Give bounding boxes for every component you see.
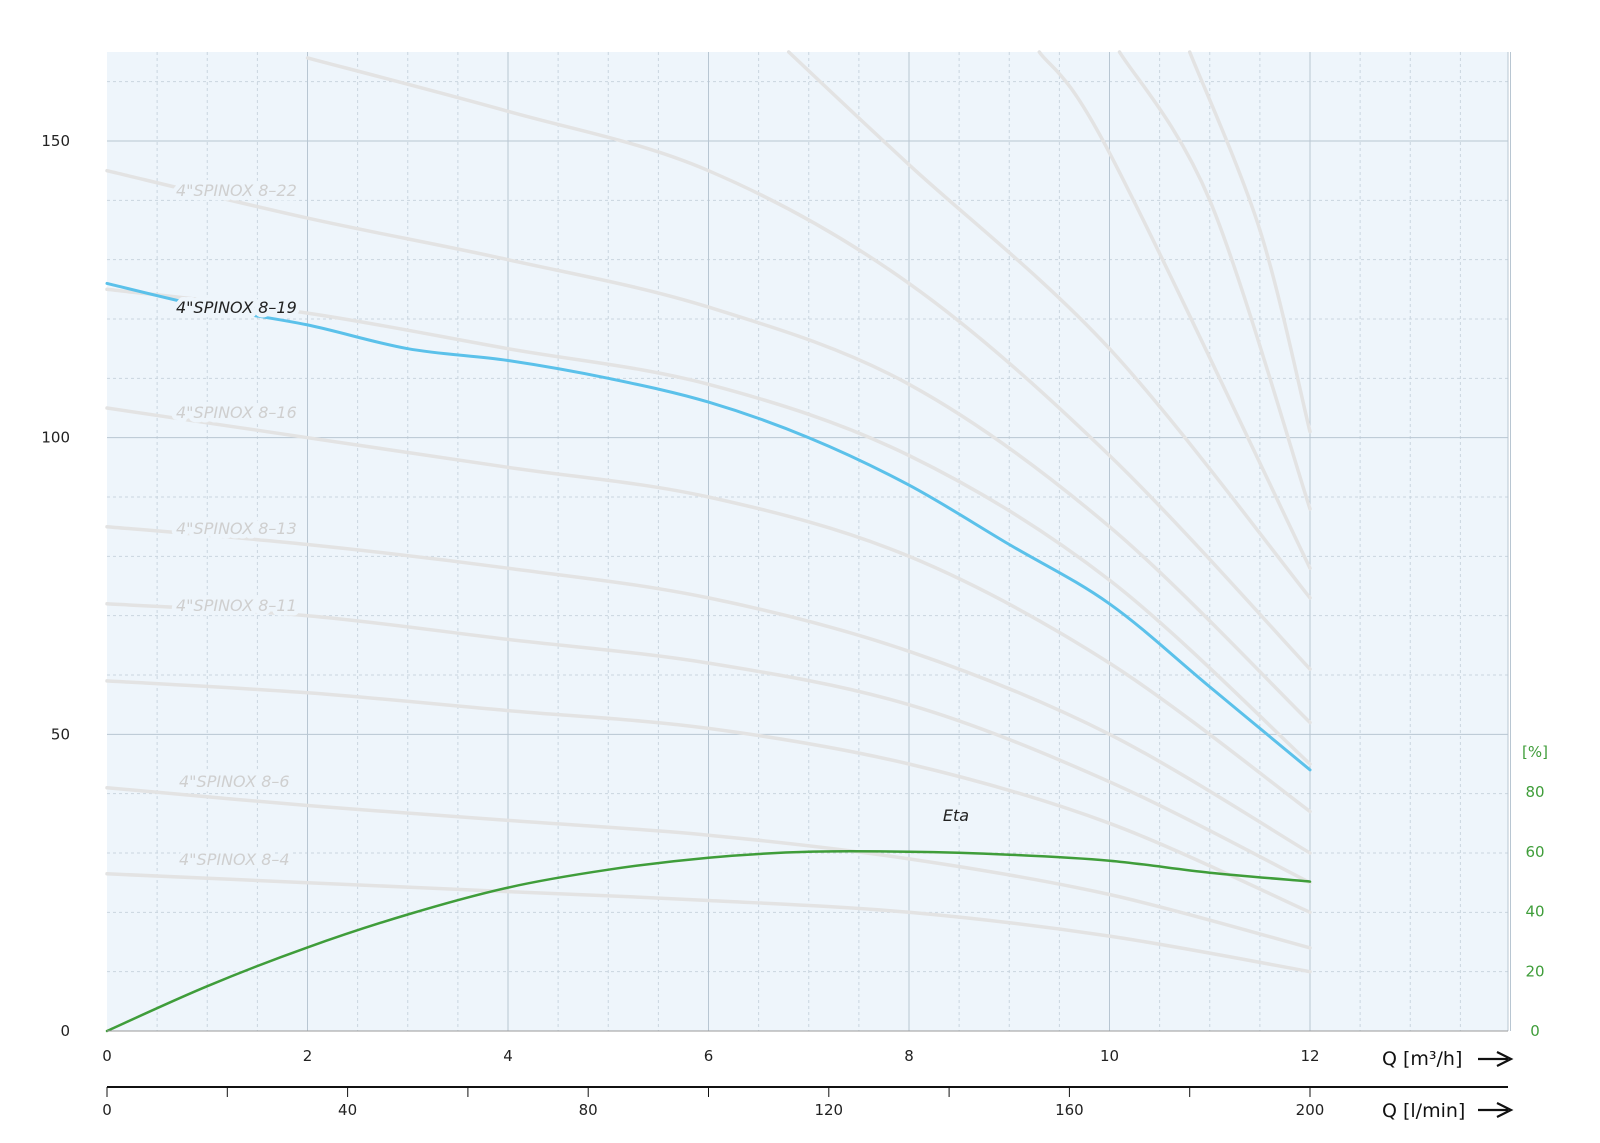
x-tick-label: 6 xyxy=(704,1047,714,1065)
pump-curve-line xyxy=(105,406,1312,814)
pump-curve-line xyxy=(105,602,1312,885)
pump-curve-line xyxy=(105,785,1312,950)
pump-curve-line xyxy=(105,872,1312,974)
eta-tick-label: 80 xyxy=(1525,783,1544,801)
x-secondary-tick-label: 120 xyxy=(814,1101,843,1119)
eta-axis-title: [%] xyxy=(1522,743,1548,761)
x-secondary-tick-label: 160 xyxy=(1055,1101,1084,1119)
pump-curve-label: 4"SPINOX 8–6 xyxy=(179,772,290,791)
pump-curve-line xyxy=(105,168,1312,725)
pump-curve-line xyxy=(786,50,1312,600)
x-tick-label: 8 xyxy=(904,1047,914,1065)
x-tick-label: 4 xyxy=(503,1047,513,1065)
background-curves xyxy=(105,50,1312,974)
pump-curve-label: 4"SPINOX 8–22 xyxy=(176,181,297,200)
major-grid xyxy=(107,52,1511,1031)
x-tick-label: 12 xyxy=(1300,1047,1319,1065)
x-axis-arrow-icon xyxy=(1478,1051,1514,1067)
y-tick-label: 0 xyxy=(60,1022,70,1040)
x-tick-label: 10 xyxy=(1100,1047,1119,1065)
x-secondary-tick-label: 40 xyxy=(338,1101,357,1119)
eta-tick-label: 20 xyxy=(1525,962,1544,980)
pump-curve-line xyxy=(1037,50,1312,570)
x-secondary-tick-label: 200 xyxy=(1296,1101,1325,1119)
highlighted-pump-curve xyxy=(105,281,1312,772)
eta-tick-label: 0 xyxy=(1530,1022,1540,1040)
foreground-curves xyxy=(105,281,1312,1033)
x-axis-secondary-title: Q [l/min] xyxy=(1382,1100,1465,1122)
x-axis-secondary-arrow-icon xyxy=(1478,1102,1514,1118)
x-tick-label: 2 xyxy=(303,1047,313,1065)
x-tick-label: 0 xyxy=(102,1047,112,1065)
pump-curve-line xyxy=(305,56,1312,671)
eta-tick-label: 40 xyxy=(1525,903,1544,921)
pump-curve-label: 4"SPINOX 8–11 xyxy=(176,596,297,615)
pump-curve-label: 4"SPINOX 8–13 xyxy=(176,519,297,538)
y-tick-label: 50 xyxy=(51,725,70,743)
pump-curve-line xyxy=(105,679,1312,915)
pump-curve-line xyxy=(105,524,1312,855)
plot-background xyxy=(107,52,1508,1031)
x-secondary-tick-label: 80 xyxy=(579,1101,598,1119)
y-tick-label: 150 xyxy=(41,132,70,150)
eta-tick-label: 60 xyxy=(1525,843,1544,861)
curve-labels: 4"SPINOX 8–22 4"SPINOX 8–19 4"SPINOX 8–16 4… xyxy=(172,177,974,874)
x-secondary-tick-label: 0 xyxy=(102,1101,112,1119)
pump-curve-label: 4"SPINOX 8–4 xyxy=(179,850,290,869)
pump-curve-label: 4"SPINOX 8–19 xyxy=(176,298,297,317)
pump-curve-line xyxy=(105,287,1312,766)
pump-curve-label: 4"SPINOX 8–16 xyxy=(176,403,297,422)
eta-curve-label: Eta xyxy=(943,806,969,825)
pump-curve-line xyxy=(1187,50,1312,434)
y-tick-label: 100 xyxy=(41,429,70,447)
minor-grid xyxy=(107,52,1508,1031)
efficiency-curve xyxy=(105,849,1312,1033)
pump-curve-line xyxy=(1117,50,1312,511)
x-axis-title: Q [m³/h] xyxy=(1382,1048,1462,1070)
